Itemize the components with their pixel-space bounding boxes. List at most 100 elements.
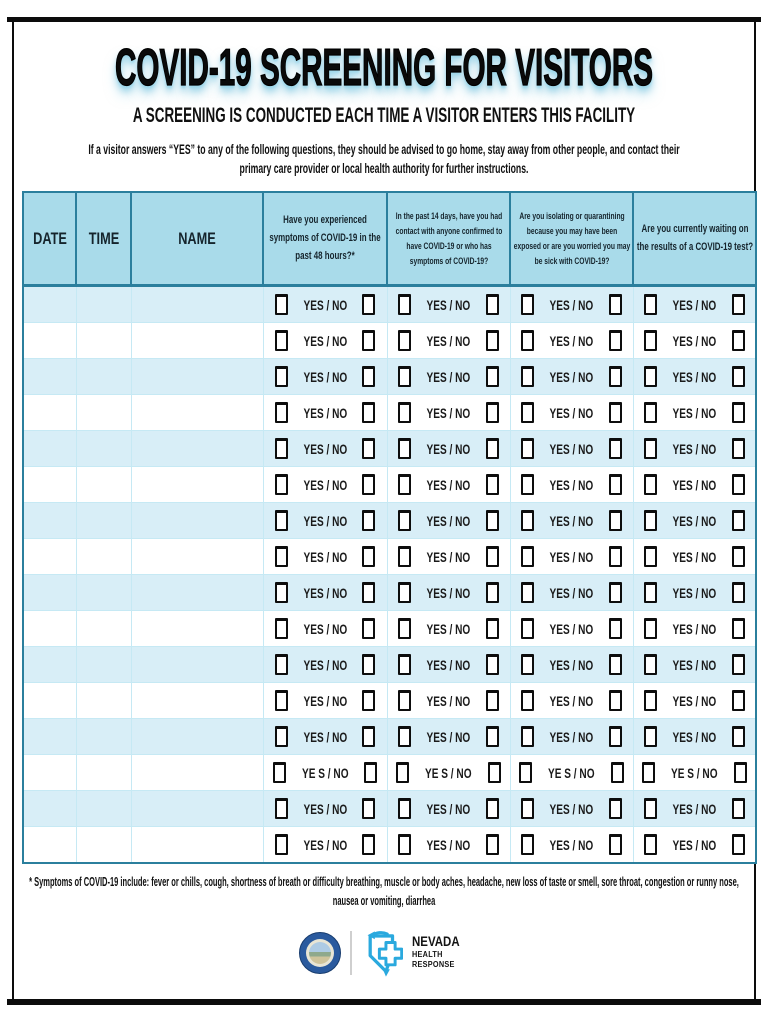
no-checkbox[interactable] — [485, 366, 499, 388]
yes-checkbox[interactable] — [521, 294, 535, 316]
no-checkbox[interactable] — [608, 402, 622, 424]
name-cell[interactable] — [130, 646, 264, 684]
no-checkbox[interactable] — [485, 330, 499, 352]
yes-checkbox[interactable] — [521, 366, 535, 388]
yes-checkbox[interactable] — [643, 582, 657, 604]
yes-checkbox[interactable] — [274, 582, 288, 604]
no-checkbox[interactable] — [608, 366, 622, 388]
no-checkbox[interactable] — [731, 366, 745, 388]
no-checkbox[interactable] — [608, 510, 622, 532]
name-cell[interactable] — [130, 790, 264, 828]
yes-checkbox[interactable] — [643, 798, 657, 820]
yes-checkbox[interactable] — [643, 834, 657, 856]
date-cell[interactable] — [22, 538, 77, 576]
date-cell[interactable] — [22, 682, 77, 720]
yes-checkbox[interactable] — [521, 654, 535, 676]
yes-checkbox[interactable] — [521, 510, 535, 532]
no-checkbox[interactable] — [485, 582, 499, 604]
no-checkbox[interactable] — [608, 294, 622, 316]
no-checkbox[interactable] — [608, 654, 622, 676]
no-checkbox[interactable] — [731, 726, 745, 748]
time-cell[interactable] — [75, 754, 132, 792]
yes-checkbox[interactable] — [398, 690, 412, 712]
no-checkbox[interactable] — [362, 834, 376, 856]
name-cell[interactable] — [130, 322, 264, 360]
yes-checkbox[interactable] — [398, 438, 412, 460]
name-cell[interactable] — [130, 394, 264, 432]
time-cell[interactable] — [75, 358, 132, 396]
yes-checkbox[interactable] — [398, 510, 412, 532]
name-cell[interactable] — [130, 610, 264, 648]
yes-checkbox[interactable] — [643, 438, 657, 460]
yes-checkbox[interactable] — [398, 834, 412, 856]
date-cell[interactable] — [22, 718, 77, 756]
no-checkbox[interactable] — [485, 294, 499, 316]
yes-checkbox[interactable] — [643, 546, 657, 568]
yes-checkbox[interactable] — [274, 618, 288, 640]
yes-checkbox[interactable] — [643, 654, 657, 676]
no-checkbox[interactable] — [362, 546, 376, 568]
no-checkbox[interactable] — [362, 474, 376, 496]
date-cell[interactable] — [22, 430, 77, 468]
yes-checkbox[interactable] — [643, 330, 657, 352]
no-checkbox[interactable] — [731, 510, 745, 532]
yes-checkbox[interactable] — [521, 798, 535, 820]
date-cell[interactable] — [22, 610, 77, 648]
name-cell[interactable] — [130, 285, 264, 324]
yes-checkbox[interactable] — [274, 834, 288, 856]
yes-checkbox[interactable] — [521, 582, 535, 604]
yes-checkbox[interactable] — [643, 294, 657, 316]
date-cell[interactable] — [22, 574, 77, 612]
yes-checkbox[interactable] — [521, 690, 535, 712]
no-checkbox[interactable] — [362, 654, 376, 676]
yes-checkbox[interactable] — [274, 294, 288, 316]
yes-checkbox[interactable] — [274, 510, 288, 532]
yes-checkbox[interactable] — [398, 402, 412, 424]
yes-checkbox[interactable] — [274, 474, 288, 496]
no-checkbox[interactable] — [608, 474, 622, 496]
no-checkbox[interactable] — [362, 294, 376, 316]
yes-checkbox[interactable] — [398, 654, 412, 676]
yes-checkbox[interactable] — [274, 546, 288, 568]
no-checkbox[interactable] — [731, 618, 745, 640]
date-cell[interactable] — [22, 646, 77, 684]
date-cell[interactable] — [22, 790, 77, 828]
no-checkbox[interactable] — [731, 546, 745, 568]
no-checkbox[interactable] — [731, 690, 745, 712]
date-cell[interactable] — [22, 285, 77, 324]
no-checkbox[interactable] — [364, 762, 378, 784]
no-checkbox[interactable] — [362, 798, 376, 820]
yes-checkbox[interactable] — [521, 438, 535, 460]
no-checkbox[interactable] — [487, 762, 501, 784]
no-checkbox[interactable] — [485, 618, 499, 640]
date-cell[interactable] — [22, 466, 77, 504]
date-cell[interactable] — [22, 394, 77, 432]
yes-checkbox[interactable] — [272, 762, 286, 784]
no-checkbox[interactable] — [608, 726, 622, 748]
yes-checkbox[interactable] — [521, 618, 535, 640]
no-checkbox[interactable] — [608, 582, 622, 604]
name-cell[interactable] — [130, 682, 264, 720]
name-cell[interactable] — [130, 358, 264, 396]
no-checkbox[interactable] — [608, 834, 622, 856]
yes-checkbox[interactable] — [274, 798, 288, 820]
name-cell[interactable] — [130, 826, 264, 864]
no-checkbox[interactable] — [485, 654, 499, 676]
date-cell[interactable] — [22, 322, 77, 360]
yes-checkbox[interactable] — [398, 294, 412, 316]
no-checkbox[interactable] — [731, 438, 745, 460]
no-checkbox[interactable] — [608, 618, 622, 640]
yes-checkbox[interactable] — [274, 654, 288, 676]
no-checkbox[interactable] — [608, 546, 622, 568]
no-checkbox[interactable] — [731, 402, 745, 424]
yes-checkbox[interactable] — [396, 762, 410, 784]
yes-checkbox[interactable] — [643, 726, 657, 748]
yes-checkbox[interactable] — [643, 474, 657, 496]
name-cell[interactable] — [130, 430, 264, 468]
yes-checkbox[interactable] — [643, 690, 657, 712]
no-checkbox[interactable] — [485, 798, 499, 820]
date-cell[interactable] — [22, 754, 77, 792]
no-checkbox[interactable] — [362, 618, 376, 640]
time-cell[interactable] — [75, 394, 132, 432]
no-checkbox[interactable] — [608, 798, 622, 820]
